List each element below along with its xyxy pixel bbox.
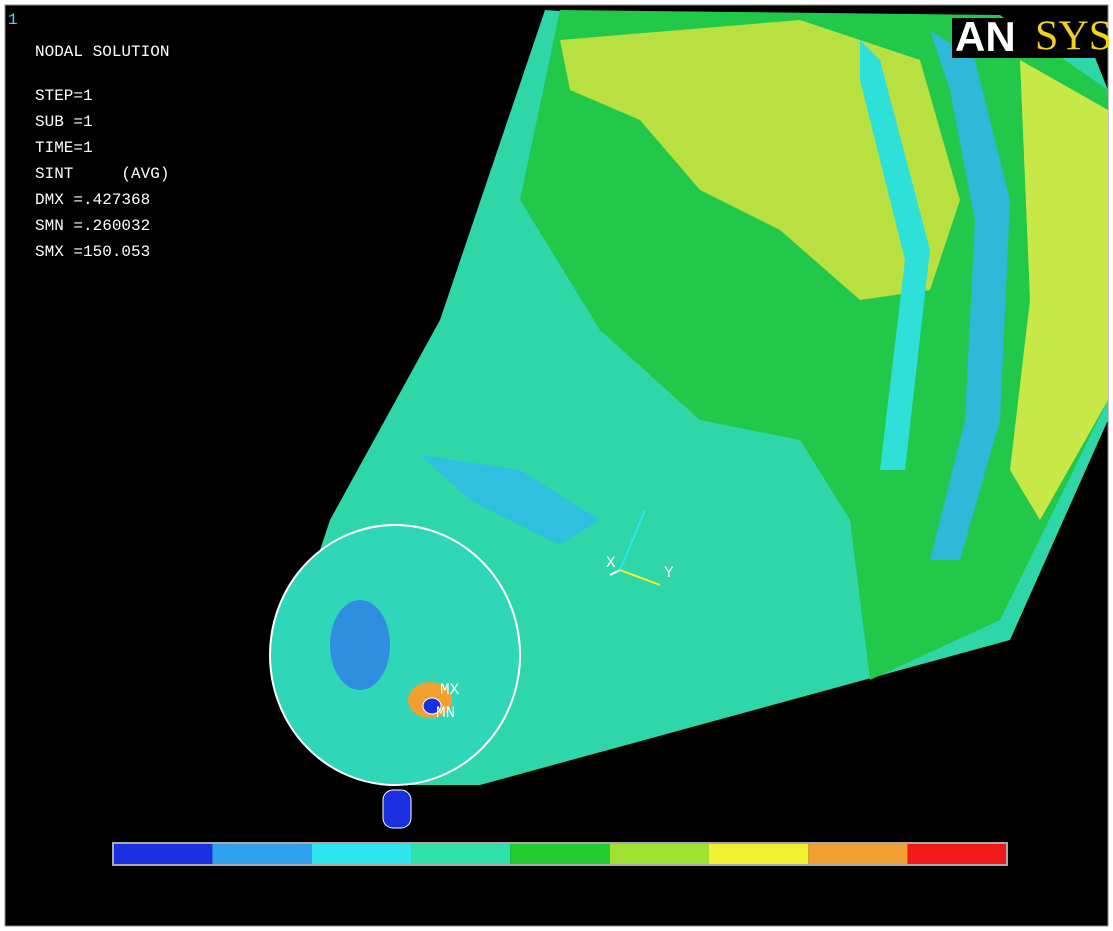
legend-band [709, 843, 808, 865]
legend-label: 100.122 [709, 874, 776, 892]
info-line: TIME=1 [35, 139, 93, 157]
legend-label: 50.191 [411, 899, 469, 917]
legend-label: 16.904 [212, 899, 270, 917]
info-line: STEP=1 [35, 87, 93, 105]
page: X Y MX MN AN SYS 1 NODAL SOLUTION STEP=1… [0, 0, 1113, 931]
legend-label: 150.053 [1007, 899, 1074, 917]
legend-label: 133.41 [908, 874, 966, 892]
legend-band [510, 843, 609, 865]
legend-band [411, 843, 510, 865]
legend-band [610, 843, 709, 865]
legend-label: 116.766 [808, 899, 875, 917]
legend-band [212, 843, 311, 865]
cap-blue-spot [330, 600, 390, 690]
max-marker: MX [440, 681, 460, 699]
logo-part1: AN [955, 13, 1016, 60]
legend-label: 66.835 [510, 874, 568, 892]
nozzle [383, 790, 411, 828]
info-line: SMX =150.053 [35, 243, 150, 261]
info-line: SINT (AVG) [35, 165, 169, 183]
legend-label: 33.547 [312, 874, 370, 892]
legend-band [312, 843, 411, 865]
legend-label: 83.478 [610, 899, 668, 917]
legend-band [113, 843, 212, 865]
legend-band [908, 843, 1007, 865]
triad-y-label: Y [664, 564, 674, 582]
triad-x-label: X [606, 554, 616, 572]
info-line: DMX =.427368 [35, 191, 150, 209]
viewport: X Y MX MN AN SYS 1 NODAL SOLUTION STEP=1… [0, 0, 1113, 931]
window-number: 1 [8, 11, 18, 29]
logo-part2: SYS [1035, 14, 1112, 60]
min-marker: MN [436, 704, 455, 722]
info-line: SUB =1 [35, 113, 93, 131]
end-cap [270, 525, 520, 785]
legend-band [808, 843, 907, 865]
legend-label: .260032 [115, 874, 182, 892]
info-line: SMN =.260032 [35, 217, 150, 235]
info-title: NODAL SOLUTION [35, 43, 169, 61]
